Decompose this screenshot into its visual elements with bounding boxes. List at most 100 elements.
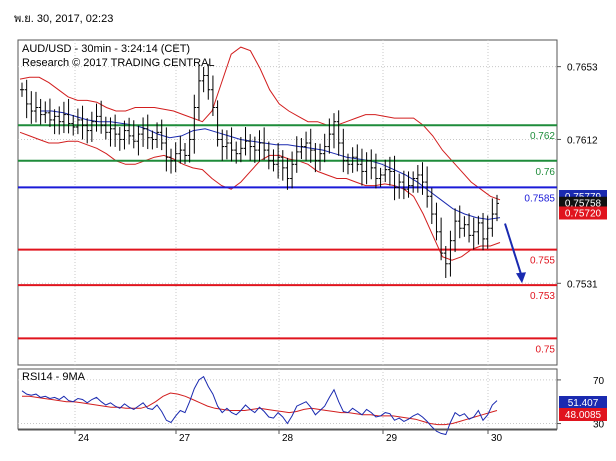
price-bar-65 <box>322 133 327 163</box>
price-bar-93 <box>453 208 458 253</box>
price-bar-76 <box>373 153 378 189</box>
forecast-arrow-shaft <box>504 223 523 278</box>
price-badge-2: 0.75720 <box>559 206 607 220</box>
forecast-arrow <box>504 223 526 284</box>
price-bar-75 <box>369 149 374 180</box>
price-bar-99 <box>481 212 486 251</box>
price-bar-50 <box>252 136 257 163</box>
price-bar-97 <box>471 217 476 250</box>
price-bar-68 <box>336 110 341 156</box>
price-bar-17 <box>99 100 104 134</box>
price-bar-47 <box>238 136 243 163</box>
price-bar-81 <box>397 173 402 199</box>
price-bar-88 <box>429 187 434 224</box>
price-bar-27 <box>145 114 150 150</box>
price-bar-5 <box>43 101 48 124</box>
price-bar-7 <box>52 109 57 135</box>
price-bar-92 <box>448 230 453 277</box>
price-bar-43 <box>220 129 225 161</box>
price-bar-102 <box>495 194 499 222</box>
price-bar-57 <box>285 157 290 190</box>
price-title: AUD/USD - 30min - 3:24:14 (CET) <box>22 43 190 55</box>
price-bar-90 <box>439 217 444 261</box>
svg-text:0.75758: 0.75758 <box>565 199 602 210</box>
price-bar-59 <box>294 136 299 173</box>
price-bar-44 <box>224 130 229 160</box>
price-bar-18 <box>103 116 108 140</box>
price-bar-86 <box>420 162 425 195</box>
price-bar-36 <box>187 129 192 163</box>
price-bar-23 <box>127 117 132 145</box>
price-subtitle: Research © 2017 TRADING CENTRAL <box>22 57 215 69</box>
price-bar-54 <box>271 149 276 172</box>
x-tick-label-4: 30 <box>491 433 503 444</box>
bollinger-upper-line <box>19 46 501 201</box>
price-bar-4 <box>38 98 43 125</box>
price-bar-56 <box>280 150 285 181</box>
price-bar-8 <box>57 106 62 135</box>
price-bar-53 <box>266 141 271 170</box>
price-bar-69 <box>341 128 346 173</box>
price-bar-61 <box>304 131 309 161</box>
price-bar-62 <box>308 128 313 163</box>
price-bar-28 <box>150 130 155 150</box>
price-bar-60 <box>299 138 304 159</box>
price-bar-10 <box>66 98 71 134</box>
price-bar-2 <box>29 91 34 124</box>
price-bar-31 <box>164 127 169 172</box>
price-bar-1 <box>24 79 29 119</box>
price-bar-91 <box>443 246 448 278</box>
price-bar-26 <box>141 117 146 147</box>
price-bar-77 <box>378 167 383 188</box>
rsi-signal-line <box>22 392 498 426</box>
price-bar-0 <box>20 82 24 97</box>
rsi-line <box>21 375 498 436</box>
x-tick-label-2: 28 <box>282 433 294 444</box>
price-bar-12 <box>75 108 80 135</box>
price-bar-6 <box>47 98 52 128</box>
price-bar-46 <box>234 141 239 164</box>
price-candles <box>20 64 499 278</box>
price-ytick-label-2: 0.7531 <box>567 279 598 290</box>
price-y-axis: 0.7653 0.7612 0.7531 <box>557 63 598 290</box>
price-bar-40 <box>206 64 211 100</box>
forecast-arrow-head <box>516 272 526 284</box>
price-bar-82 <box>401 170 406 200</box>
price-bar-55 <box>276 143 281 179</box>
x-tick-label-0: 24 <box>78 433 90 444</box>
price-bar-78 <box>383 159 388 183</box>
price-bar-49 <box>248 134 253 161</box>
price-bar-37 <box>192 94 197 154</box>
price-panel-frame <box>17 39 558 366</box>
rsi-title: RSI14 - 9MA <box>22 371 86 383</box>
price-bar-89 <box>434 202 439 241</box>
price-bar-52 <box>262 127 267 161</box>
price-bar-11 <box>71 114 76 136</box>
price-bar-100 <box>485 215 490 249</box>
price-bar-19 <box>108 117 113 147</box>
price-bar-96 <box>467 213 472 243</box>
level-label-1: 0.76 <box>536 167 556 178</box>
rsi-ytick-label-0: 70 <box>593 376 605 387</box>
price-bar-16 <box>94 103 99 132</box>
price-bar-98 <box>476 215 481 245</box>
price-bar-30 <box>159 119 164 151</box>
price-bar-24 <box>131 120 136 149</box>
level-label-5: 0.75 <box>536 344 556 355</box>
price-ytick-label-1: 0.7612 <box>567 135 598 146</box>
x-tick-label-3: 29 <box>386 433 398 444</box>
svg-text:0.75720: 0.75720 <box>565 208 602 219</box>
price-bar-80 <box>392 155 397 201</box>
price-bar-63 <box>313 143 318 173</box>
price-bar-25 <box>136 125 141 156</box>
price-bar-15 <box>89 111 94 142</box>
price-bar-94 <box>457 205 462 239</box>
svg-text:51.407: 51.407 <box>568 398 599 409</box>
level-label-0: 0.762 <box>530 131 555 142</box>
timestamp: พ.ย. 30, 2017, 02:23 <box>14 13 114 25</box>
price-grid <box>18 40 557 365</box>
price-bar-22 <box>122 120 127 150</box>
